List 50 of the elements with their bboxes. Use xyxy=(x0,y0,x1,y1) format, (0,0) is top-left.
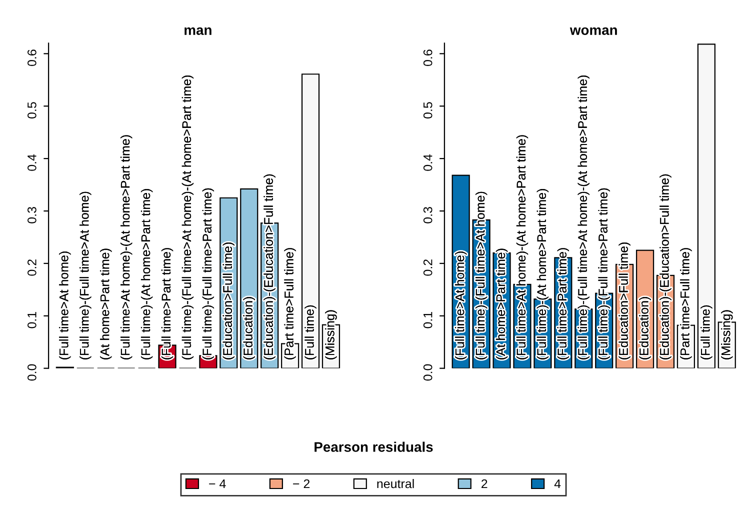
y-tick-label: 0.2 xyxy=(423,260,432,276)
category-label: (At home>Part time) xyxy=(496,248,508,360)
category-label: (Education>Full time) xyxy=(618,242,630,360)
category-label: (At home>Part time) xyxy=(100,248,112,360)
y-tick-label: 0.6 xyxy=(423,50,432,66)
category-label: (Full time>Part time) xyxy=(557,248,569,360)
category-label: (Part time>Full time) xyxy=(680,248,692,360)
legend-label: 4 xyxy=(554,479,561,488)
category-label: (Full time)-(Full time>At home)-(At home>Part time) xyxy=(182,75,194,360)
y-tick-label: 0.0 xyxy=(423,364,432,381)
chart-title: woman xyxy=(570,27,617,35)
y-tick-label: 0.3 xyxy=(423,207,432,224)
y-tick-label: 0.3 xyxy=(28,207,36,224)
y-tick-label: 0.1 xyxy=(423,312,432,328)
category-label: (Full time>At home)-(At home>Part time) xyxy=(516,135,528,360)
category-label: (Full time)-(Full time>At home)-(At home>Part time) xyxy=(578,75,590,360)
legend-title: Pearson residuals xyxy=(314,442,433,452)
category-label: (Full time)-(Full time>At home) xyxy=(475,192,488,360)
category-label: (Full time)-(Full time>At home) xyxy=(80,192,92,360)
category-label: (Full time) xyxy=(700,305,712,360)
category-label: (Part time>Full time) xyxy=(284,248,296,360)
y-tick-label: 0.1 xyxy=(28,312,36,328)
y-tick-label: 0.0 xyxy=(28,364,36,381)
category-label: (Full time)-(Full time>Part time) xyxy=(598,188,610,360)
category-label: (Full time) xyxy=(304,305,316,360)
category-label: (Full time)-(Full time>Part time) xyxy=(202,188,214,360)
legend-label: − 2 xyxy=(293,479,310,488)
category-label: (Education>Full time) xyxy=(222,242,234,360)
legend-label: 2 xyxy=(482,479,488,488)
y-tick-label: 0.5 xyxy=(423,102,432,118)
category-label: (Education) xyxy=(243,297,255,360)
y-tick-label: 0.5 xyxy=(28,102,36,118)
category-label: (Missing) xyxy=(721,310,733,360)
y-tick-label: 0.6 xyxy=(28,50,36,66)
category-label: (Full time>Part time) xyxy=(161,248,174,360)
chart-title: man xyxy=(184,27,212,35)
legend-label: neutral xyxy=(377,479,414,488)
category-label: (Full time)-(At home>Part time) xyxy=(140,189,153,360)
y-tick-label: 0.4 xyxy=(28,154,36,171)
category-label: (Education) xyxy=(639,297,651,360)
category-label: (Full time>At home) xyxy=(59,252,71,360)
legend-label: − 4 xyxy=(209,479,226,488)
y-tick-label: 0.4 xyxy=(423,154,432,171)
category-label: (Education)-(Education>Full time) xyxy=(264,174,276,360)
category-label: (Full time)-(At home>Part time) xyxy=(536,189,549,360)
category-label: (Full time>At home) xyxy=(455,252,467,360)
y-tick-label: 0.2 xyxy=(28,260,36,276)
category-label: (Education)-(Education>Full time) xyxy=(660,174,672,360)
category-label: (Full time>At home)-(At home>Part time) xyxy=(120,135,132,360)
category-label: (Missing) xyxy=(325,310,337,360)
